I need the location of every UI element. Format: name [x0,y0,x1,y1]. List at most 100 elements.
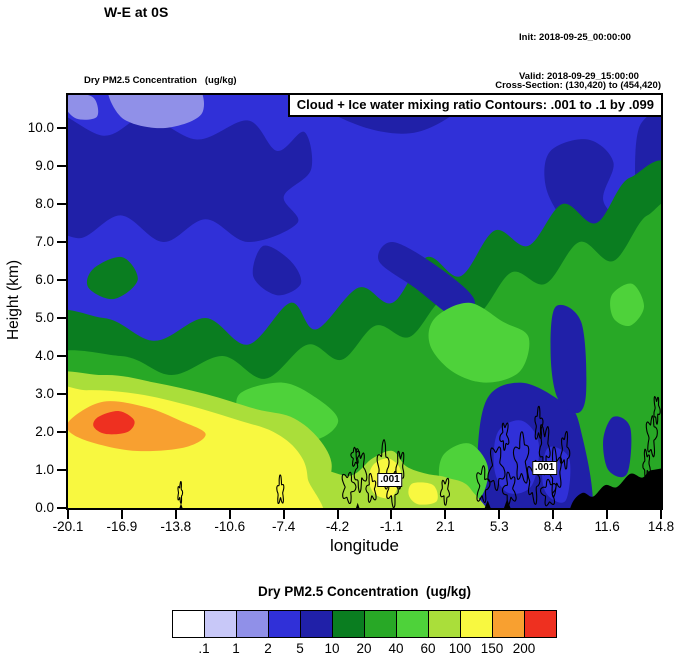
colorbar-tick-label: .1 [198,641,210,656]
cloud-ice-contour [276,474,285,505]
y-tick-mark [57,393,66,396]
x-tick-mark [660,510,662,519]
y-tick-label: 7.0 [35,234,54,250]
colorbar [172,610,557,638]
y-tick-mark [57,165,66,168]
x-tick-label: -1.1 [379,519,404,534]
colorbar-title: Dry PM2.5 Concentration (ug/kg) [257,584,472,599]
plot-frame: Cloud + Ice water mixing ratio Contours:… [66,93,663,510]
colorbar-tick-label: 40 [388,641,404,656]
field-region-periwinkle-top-b [68,95,99,120]
y-tick-label: 2.0 [35,424,54,439]
init-time: Init: 2018-09-25_00:00:00 [519,31,631,43]
field-region-terrain-bump-c [355,502,360,508]
x-tick-mark [444,510,447,519]
x-tick-label: -13.8 [160,519,192,534]
y-tick-mark [57,203,66,206]
field-region-terrain-right [570,468,661,508]
field-region-terrain-bump-a [484,500,491,508]
colorbar-swatch [397,611,429,637]
colorbar-swatch [365,611,397,637]
y-tick-label: 6.0 [35,272,54,288]
cloud-ice-contour [499,422,510,451]
x-tick-mark [67,510,69,519]
cloud-ice-contour [538,424,551,476]
y-tick-mark [57,355,66,358]
y-tick-label: 9.0 [35,158,54,174]
x-tick-label: -7.4 [271,519,296,534]
field-region-brightgreen-center [428,302,530,383]
y-tick-label: 10.0 [27,120,54,136]
contour-label: .001 [377,473,403,488]
x-tick-mark [552,510,555,519]
y-tick-mark [57,431,66,433]
x-tick-mark [498,510,501,519]
colorbar-swatch [461,611,493,637]
x-tick-mark [336,510,339,519]
x-tick-mark [282,510,285,519]
cloud-ice-contour [645,415,658,458]
cloud-ice-contour [341,471,357,505]
x-tick-label: -4.2 [325,519,350,534]
colorbar-tick-label: 10 [324,641,340,656]
y-tick-mark [57,279,66,282]
field-region-navy-streak-mid [378,241,475,319]
contour-label: .001 [531,461,558,476]
cloud-ice-contour [642,448,651,480]
field-region-periwinkle-top-a [108,95,204,129]
y-tick-mark [57,469,66,471]
colorbar-tick-label: 1 [232,641,240,656]
x-tick-label: 2.1 [435,519,455,534]
cloud-ice-contour [559,430,571,470]
field-region-brightgreen-right [610,283,645,327]
x-tick-label: -20.1 [52,519,84,534]
colorbar-tick-label: 20 [356,641,372,656]
colorbar-swatch [333,611,365,637]
colorbar-tick-label: 200 [512,641,536,656]
colorbar-swatch [429,611,461,637]
y-tick-label: 0.0 [35,500,54,515]
y-tick-label: 8.0 [35,196,54,212]
field-region-orange-core [68,401,206,452]
field-line-pm25: Dry PM2.5 Concentration (ug/kg) [84,74,237,86]
cloud-ice-contour [439,477,451,506]
colorbar-swatch [205,611,237,637]
cloud-ice-contour [540,478,557,507]
cloud-ice-contour [476,465,491,504]
field-region-navy-band-right [550,304,587,414]
field-region-navy-upper-left [68,116,313,243]
colorbar-tick-label: 5 [296,641,304,656]
cross-section-label: Cross-Section: (130,420) to (454,420) [495,80,661,91]
y-tick-mark [57,241,66,244]
y-tick-label: 3.0 [35,386,54,402]
x-tick-label: 5.3 [489,519,509,534]
field-region-navy-left-tongue [252,245,302,296]
y-tick-label: 5.0 [35,310,54,326]
y-tick-mark [57,317,66,320]
x-axis-title: longitude [329,536,399,555]
contour-field-svg [68,95,661,508]
x-tick-mark [390,510,393,519]
x-tick-label: -16.9 [106,519,138,534]
cloud-ice-contour [501,471,517,506]
field-region-navy-lowright-2 [603,416,632,478]
x-tick-mark [174,510,177,519]
contour-info-box: Cloud + Ice water mixing ratio Contours:… [287,93,663,117]
x-tick-label: 14.8 [647,519,674,534]
field-region-terrain-bump-d [179,503,183,508]
x-tick-mark [606,510,609,519]
y-tick-mark [57,507,66,509]
x-tick-mark [120,510,123,519]
colorbar-tick-label: 60 [420,641,436,656]
plot-title: W-E at 0S [104,4,169,20]
colorbar-swatch [237,611,269,637]
init-valid-block: Init: 2018-09-25_00:00:00 Valid: 2018-09… [519,4,639,110]
cloud-ice-contour [177,480,184,504]
x-tick-label: 8.4 [543,519,563,534]
colorbar-swatch [301,611,333,637]
field-region-red-core [93,411,135,435]
field-region-yellow-patch-b [408,482,438,505]
colorbar-tick-label: 150 [480,641,504,656]
cloud-ice-contour [653,395,661,425]
